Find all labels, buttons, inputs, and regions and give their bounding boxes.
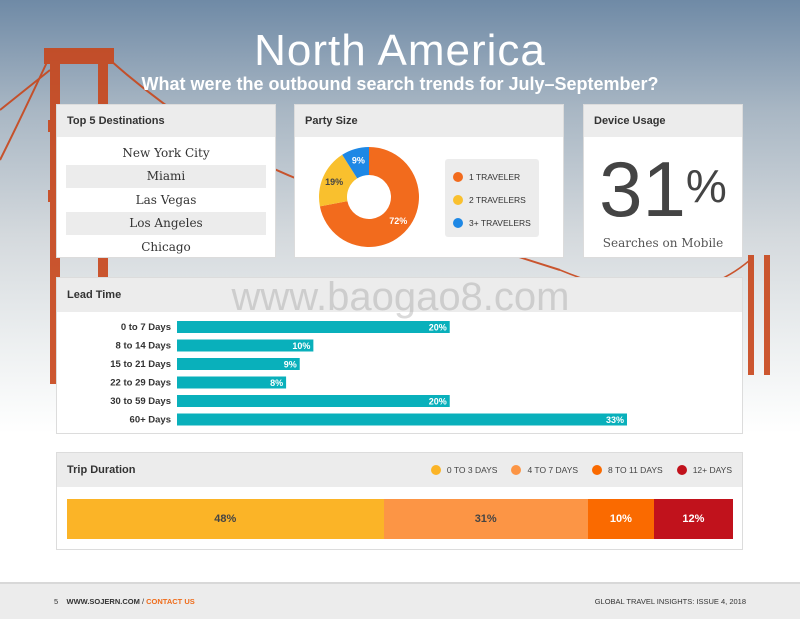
legend-dot: [511, 465, 522, 475]
lead-time-bar: [177, 376, 287, 389]
trip-legend-item: 4 TO 7 DAYS: [511, 465, 578, 475]
destination-item: Las Vegas: [135, 192, 197, 207]
legend-label: 8 TO 11 DAYS: [608, 465, 663, 475]
lead-time-value-label: 20%: [429, 397, 447, 407]
lead-time-bar: [177, 413, 627, 426]
lead-time-bar: [177, 339, 314, 352]
mobile-percentage: 31%: [584, 143, 742, 232]
issue-label: GLOBAL TRAVEL INSIGHTS: ISSUE 4, 2018: [594, 597, 746, 606]
page-footer: 5 WWW.SOJERN.COM / CONTACT US GLOBAL TRA…: [0, 582, 800, 619]
footer-left: 5 WWW.SOJERN.COM / CONTACT US: [54, 597, 195, 606]
legend-dot: [676, 465, 687, 475]
legend-label: 4 TO 7 DAYS: [527, 465, 579, 475]
legend-dot: [453, 171, 463, 182]
contact-us-link[interactable]: CONTACT US: [146, 597, 195, 606]
party-size-legend: 1 TRAVELER 2 TRAVELERS 3+ TRAVELERS: [445, 159, 539, 237]
legend-item-2-travelers: 2 TRAVELERS: [453, 188, 539, 211]
device-usage-card: Device Usage 31% Searches on Mobile: [583, 104, 743, 258]
trip-duration-heading: Trip Duration: [67, 464, 136, 476]
legend-dot: [430, 465, 441, 475]
destination-item: Miami: [66, 164, 266, 188]
page-subtitle: What were the outbound search trends for…: [141, 74, 659, 94]
destination-item: Chicago: [141, 239, 191, 254]
trip-duration-header: Trip Duration 0 TO 3 DAYS 4 TO 7 DAYS 8 TO…: [57, 453, 742, 487]
lead-time-category-label: 30 to 59 Days: [110, 396, 171, 407]
legend-dot: [453, 194, 463, 205]
trip-duration-segment: 31%: [383, 499, 588, 539]
lead-time-category-label: 60+ Days: [130, 415, 171, 426]
device-usage-heading: Device Usage: [584, 105, 742, 137]
donut-slice: [319, 154, 358, 207]
trip-duration-stacked-bar: 48% 31% 10% 12%: [67, 499, 733, 539]
trip-duration-segment: 12%: [653, 499, 733, 539]
lead-time-bar-chart: 0 to 7 Days 20% 8 to 14 Days 10% 15 to 21 Da…: [110, 321, 627, 426]
party-size-heading: Party Size: [295, 105, 563, 137]
top-destinations-heading: Top 5 Destinations: [57, 105, 275, 137]
legend-dot: [592, 465, 603, 475]
lead-time-bar: [177, 358, 300, 370]
donut-slice-label: 19%: [325, 177, 343, 187]
destinations-list: New York City Miami Las Vegas Los Angele…: [57, 137, 275, 259]
legend-label: 0 TO 3 DAYS: [446, 465, 498, 475]
top-destinations-card: Top 5 Destinations New York City Miami L…: [56, 104, 276, 258]
lead-time-heading: Lead Time: [57, 278, 742, 312]
lead-time-bar: [177, 321, 450, 333]
site-link[interactable]: WWW.SOJERN.COM: [66, 597, 140, 606]
page-title: North America: [254, 26, 546, 75]
lead-time-value-label: 20%: [429, 323, 447, 333]
trip-legend-item: 0 TO 3 DAYS: [430, 465, 498, 475]
trip-legend-item: 12+ DAYS: [676, 465, 732, 475]
party-size-card: Party Size 72% 19% 9% 1 TRAVELER 2 TRAVELE…: [294, 104, 564, 258]
lead-time-value-label: 9%: [284, 360, 297, 370]
destination-item: Los Angeles: [66, 211, 266, 235]
legend-item-1-traveler: 1 TRAVELER: [453, 165, 539, 188]
legend-label: 2 TRAVELERS: [469, 194, 526, 205]
lead-time-category-label: 0 to 7 Days: [121, 322, 171, 333]
donut-slice: [319, 147, 419, 247]
lead-time-card: Lead Time www.baogao8.com 0 to 7 Days 20%…: [56, 277, 743, 434]
percent-sign: %: [685, 160, 727, 212]
donut-slice-label: 9%: [352, 156, 365, 166]
lead-time-value-label: 8%: [270, 378, 283, 388]
trip-legend-item: 8 TO 11 DAYS: [592, 465, 663, 475]
donut-slice-label: 72%: [389, 216, 407, 226]
lead-time-category-label: 22 to 29 Days: [110, 378, 171, 389]
device-usage-caption: Searches on Mobile: [602, 236, 724, 250]
legend-item-3-plus-travelers: 3+ TRAVELERS: [453, 211, 539, 234]
watermark: www.baogao8.com: [231, 275, 570, 319]
lead-time-value-label: 33%: [606, 415, 624, 425]
trip-duration-legend: 0 TO 3 DAYS 4 TO 7 DAYS 8 TO 11 DAYS 12+ DA…: [417, 465, 732, 475]
trip-duration-segment: 10%: [587, 499, 654, 539]
lead-time-bar: [177, 395, 450, 407]
lead-time-category-label: 15 to 21 Days: [110, 359, 171, 370]
legend-label: 12+ DAYS: [692, 465, 732, 475]
destination-item: New York City: [122, 145, 210, 160]
footer-separator: /: [141, 597, 145, 606]
page-number: 5: [54, 597, 59, 606]
legend-label: 3+ TRAVELERS: [469, 217, 531, 228]
mobile-percentage-value: 31: [599, 145, 686, 233]
legend-dot: [453, 217, 463, 228]
lead-time-category-label: 8 to 14 Days: [116, 341, 171, 352]
lead-time-value-label: 10%: [292, 341, 310, 351]
legend-label: 1 TRAVELER: [469, 171, 521, 182]
trip-duration-segment: 48%: [67, 499, 384, 539]
party-size-donut-chart: 72% 19% 9%: [319, 147, 419, 247]
trip-duration-card: Trip Duration 0 TO 3 DAYS 4 TO 7 DAYS 8 TO…: [56, 452, 743, 550]
donut-slice: [342, 147, 369, 179]
